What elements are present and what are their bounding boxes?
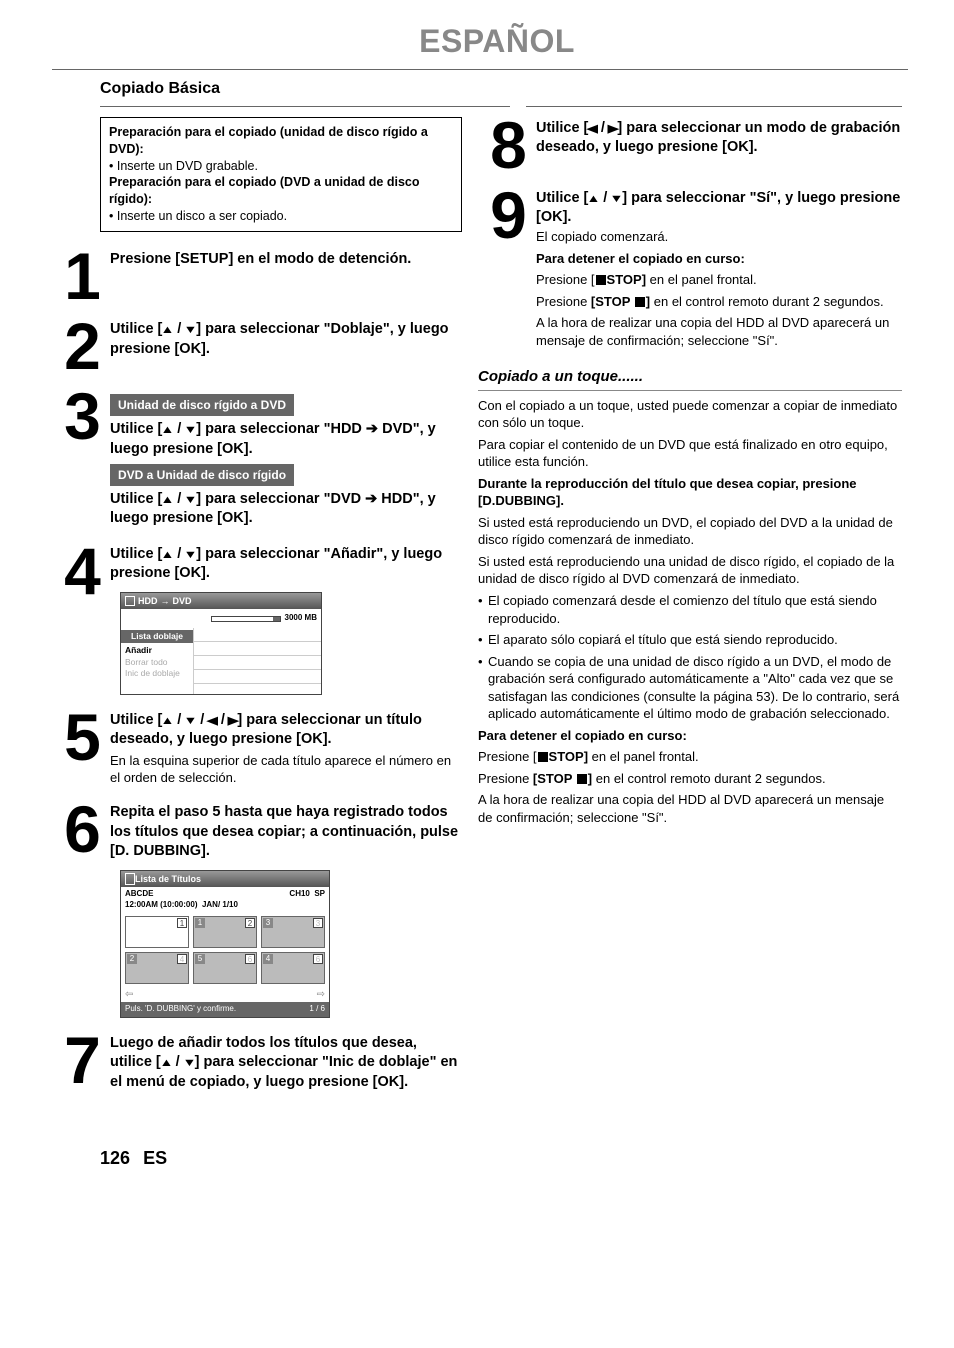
rt-b1: El copiado comenzará desde el comienzo d… — [478, 592, 902, 627]
step-9: 9 Utilice [▲ / ▼] para seleccionar "Sí",… — [478, 187, 902, 353]
prep-line-1: • Inserte un DVD grabable. — [109, 158, 453, 175]
title-list-diagram: Lista de Títulos ABCDE12:00AM (10:00:00)… — [120, 870, 330, 1018]
step-1: 1 Presione [SETUP] en el modo de detenci… — [52, 248, 462, 304]
step-7-number: 7 — [52, 1032, 110, 1088]
step-9-sub4: Presione [STOP ] en el control remoto du… — [536, 293, 902, 311]
step-7: 7 Luego de añadir todos los títulos que … — [52, 1032, 462, 1093]
step-6-number: 6 — [52, 801, 110, 857]
two-columns: Preparación para el copiado (unidad de d… — [52, 117, 902, 1107]
step-8-number: 8 — [478, 117, 536, 173]
step-9-sub5: A la hora de realizar una copia del HDD … — [536, 314, 902, 349]
prep-line-2: • Inserte un disco a ser copiado. — [109, 208, 453, 225]
step-1-instr: Presione [SETUP] en el modo de detención… — [110, 250, 462, 270]
step-3-badge-2: DVD a Unidad de disco rígido — [110, 464, 294, 486]
hdd-dvd-diagram: HDD → DVD 3000 MB Lista doblaje Añadir B… — [120, 592, 322, 695]
rt-b2: El aparato sólo copiará el título que es… — [478, 631, 902, 649]
right-column: 8 Utilice [◀ / ▶] para seleccionar un mo… — [478, 117, 902, 1107]
one-touch-heading: Copiado a un toque...... — [478, 367, 902, 390]
step-3-number: 3 — [52, 388, 110, 444]
step-6-instr: Repita el paso 5 hasta que haya registra… — [110, 803, 462, 862]
rt-p6: Para detener el copiado en curso: — [478, 727, 902, 745]
rt-p3: Durante la reproducción del título que d… — [478, 475, 902, 510]
step-4: 4 Utilice [▲ / ▼] para seleccionar "Añad… — [52, 543, 462, 695]
step-3: 3 Unidad de disco rígido a DVD Utilice [… — [52, 388, 462, 529]
preparation-box: Preparación para el copiado (unidad de d… — [100, 117, 462, 232]
step-9-sub3: Presione [STOP] en el panel frontal. — [536, 271, 902, 289]
rt-p2: Para copiar el contenido de un DVD que e… — [478, 436, 902, 471]
language-title: ESPAÑOL — [52, 20, 902, 63]
left-column: Preparación para el copiado (unidad de d… — [52, 117, 462, 1107]
page-lang-code: ES — [143, 1148, 167, 1168]
step-2-instr: Utilice [▲ / ▼] para seleccionar "Doblaj… — [110, 320, 462, 359]
step-9-number: 9 — [478, 187, 536, 243]
step-5-instr: Utilice [▲ / ▼ / ◀ / ▶] para seleccionar… — [110, 711, 462, 750]
page-footer: 126 ES — [52, 1146, 902, 1170]
step-8: 8 Utilice [◀ / ▶] para seleccionar un mo… — [478, 117, 902, 173]
step-3-instr-2: Utilice [▲ / ▼] para seleccionar "DVD ➔ … — [110, 490, 462, 529]
rt-p7: Presione [STOP] en el panel frontal. — [478, 748, 902, 766]
step-9-sub1: El copiado comenzará. — [536, 228, 902, 246]
step-9-sub2: Para detener el copiado en curso: — [536, 250, 902, 268]
top-rule — [52, 69, 908, 70]
step-6: 6 Repita el paso 5 hasta que haya regist… — [52, 801, 462, 1018]
split-rule — [52, 106, 902, 107]
step-5: 5 Utilice [▲ / ▼ / ◀ / ▶] para seleccion… — [52, 709, 462, 787]
section-heading: Copiado Básica — [52, 76, 902, 106]
rt-p5: Si usted está reproduciendo una unidad d… — [478, 553, 902, 588]
step-7-instr: Luego de añadir todos los títulos que de… — [110, 1034, 462, 1093]
step-2: 2 Utilice [▲ / ▼] para seleccionar "Dobl… — [52, 318, 462, 374]
rt-p8: Presione [STOP ] en el control remoto du… — [478, 770, 902, 788]
rt-b3: Cuando se copia de una unidad de disco r… — [478, 653, 902, 723]
step-8-instr: Utilice [◀ / ▶] para seleccionar un modo… — [536, 119, 902, 158]
step-2-number: 2 — [52, 318, 110, 374]
step-5-sub: En la esquina superior de cada título ap… — [110, 752, 462, 787]
rt-p9: A la hora de realizar una copia del HDD … — [478, 791, 902, 826]
one-touch-body: Con el copiado a un toque, usted puede c… — [478, 397, 902, 827]
prep-title-1: Preparación para el copiado (unidad de d… — [109, 124, 453, 158]
prep-title-2: Preparación para el copiado (DVD a unida… — [109, 174, 453, 208]
step-1-number: 1 — [52, 248, 110, 304]
rt-p1: Con el copiado a un toque, usted puede c… — [478, 397, 902, 432]
step-3-instr-1: Utilice [▲ / ▼] para seleccionar "HDD ➔ … — [110, 420, 462, 459]
step-5-number: 5 — [52, 709, 110, 765]
step-9-instr: Utilice [▲ / ▼] para seleccionar "Sí", y… — [536, 189, 902, 228]
step-3-badge-1: Unidad de disco rígido a DVD — [110, 394, 294, 416]
step-4-number: 4 — [52, 543, 110, 599]
page-number: 126 — [100, 1148, 130, 1168]
rt-p4: Si usted está reproduciendo un DVD, el c… — [478, 514, 902, 549]
step-4-instr: Utilice [▲ / ▼] para seleccionar "Añadir… — [110, 545, 462, 584]
